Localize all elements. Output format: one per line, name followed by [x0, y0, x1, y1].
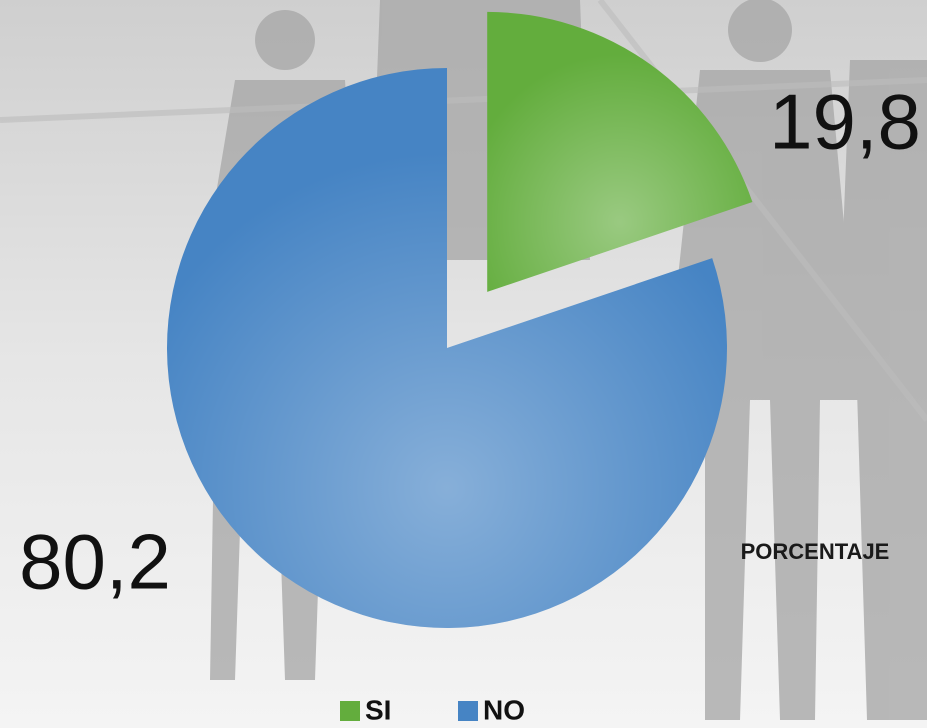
page: {"chart_data": {"type": "pie", "title": …	[0, 0, 927, 728]
value-label: 19,8	[769, 78, 921, 166]
legend-label: SI	[365, 694, 391, 725]
legend-swatch	[458, 701, 478, 721]
value-label: 80,2	[19, 518, 171, 606]
chart: PORCENTAJE 19,8 80,2 SI NO	[0, 0, 927, 728]
legend-label: NO	[483, 694, 525, 725]
chart-title: PORCENTAJE	[741, 539, 890, 564]
legend-swatch	[340, 701, 360, 721]
